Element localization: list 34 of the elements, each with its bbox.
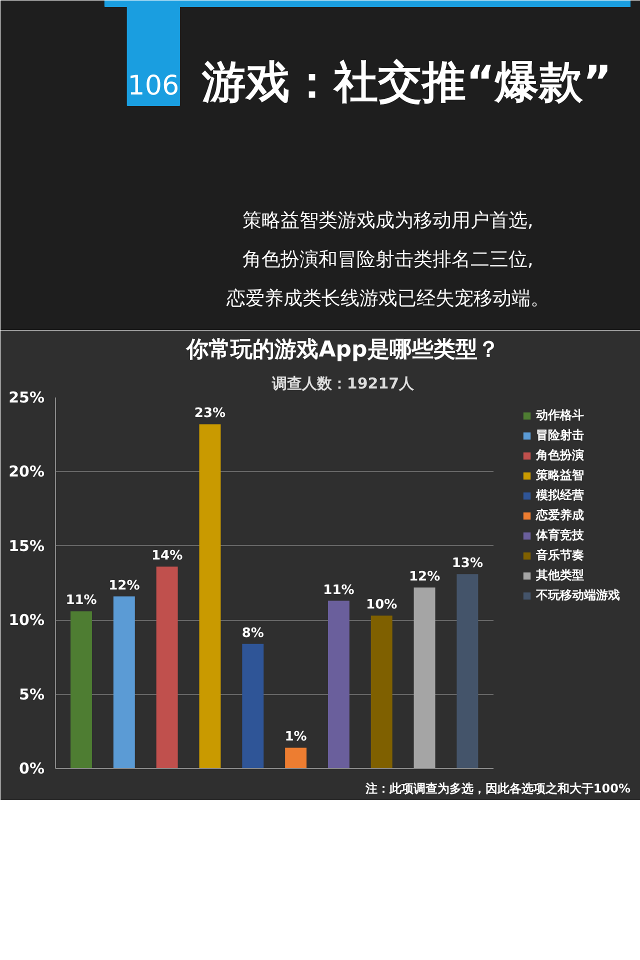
y-tick-label: 25% bbox=[8, 388, 45, 406]
data-label: 8% bbox=[242, 626, 264, 641]
data-label: 11% bbox=[323, 582, 354, 598]
text: 注：此项调查为多选，因此各选项之和大于100% bbox=[364, 782, 631, 796]
legend-label: 其他类型 bbox=[536, 567, 584, 584]
legend-label: 不玩移动端游戏 bbox=[536, 587, 620, 604]
legend-label: 模拟经营 bbox=[536, 487, 584, 504]
data-label: 12% bbox=[108, 578, 140, 594]
data-label: 10% bbox=[366, 598, 398, 613]
text: 恋爱养成类长线游戏已经失宠移动端。 bbox=[225, 288, 550, 310]
data-label: 23% bbox=[194, 406, 226, 422]
data-label: 14% bbox=[152, 548, 183, 564]
legend-label: 体育竞技 bbox=[536, 527, 584, 544]
text: 策略益智类游戏成为移动用户首选, bbox=[242, 210, 534, 232]
chart-title: 你常玩的游戏App是哪些类型？ bbox=[186, 338, 500, 362]
legend-label: 策略益智 bbox=[536, 467, 584, 484]
data-label: 1% bbox=[284, 730, 307, 745]
text: 角色扮演和冒险射击类排名二三位, bbox=[242, 248, 534, 270]
y-tick-label: 15% bbox=[8, 536, 45, 555]
legend-label: 音乐节奏 bbox=[536, 547, 584, 564]
data-label: 13% bbox=[452, 556, 484, 572]
chart-subtitle: 调查人数：19217人 bbox=[270, 374, 416, 392]
text: 游戏：社交推“爆款” bbox=[200, 57, 612, 108]
legend-label: 动作格斗 bbox=[536, 407, 584, 424]
legend-label: 恋爱养成 bbox=[536, 507, 584, 524]
y-tick-label: 5% bbox=[19, 685, 44, 704]
legend-label: 冒险射击 bbox=[536, 427, 584, 444]
data-label: 11% bbox=[66, 593, 97, 608]
text: 106 bbox=[128, 70, 180, 102]
y-tick-label: 20% bbox=[8, 462, 45, 481]
y-tick-label: 10% bbox=[8, 611, 45, 630]
data-label: 12% bbox=[408, 569, 440, 584]
y-tick-label: 0% bbox=[19, 760, 44, 778]
legend-label: 角色扮演 bbox=[536, 447, 584, 464]
